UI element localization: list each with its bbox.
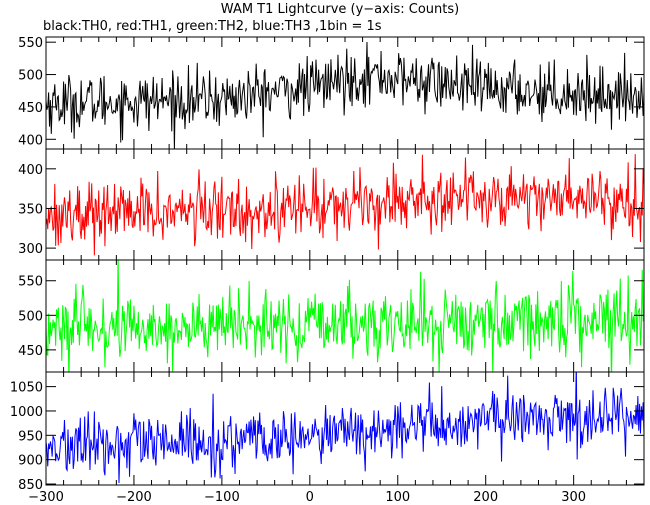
x-tick-label: −200 [116,490,152,505]
series-line [46,361,644,483]
y-tick-label: 400 [18,163,43,178]
x-tick-label: −100 [204,490,240,505]
y-tick-label: 350 [18,202,43,217]
x-tick-label: 300 [561,490,586,505]
chart-subtitle: black:TH0, red:TH1, green:TH2, blue:TH3 … [43,19,382,34]
x-tick-label: 100 [385,490,410,505]
series-line [46,154,644,255]
y-tick-label: 500 [18,309,43,324]
y-tick-label: 450 [18,101,43,116]
panel-0: 400 450 500 550 [18,36,644,150]
y-tick-label: 300 [18,242,43,257]
panel-2: 450 500 550 [18,251,644,385]
series-line [46,42,644,150]
y-tick-label: 400 [18,133,43,148]
y-tick-label: 450 [18,344,43,359]
y-tick-label: 1000 [10,405,43,420]
x-tick-label: 0 [306,490,314,505]
chart-title: WAM T1 Lightcurve (y−axis: Counts) [221,2,459,17]
y-tick-label: 500 [18,69,43,84]
y-tick-label: 1050 [10,381,43,396]
y-tick-label: 950 [18,429,43,444]
x-tick-label: −300 [28,490,64,505]
panels: 4004505005503003504004505005508509009501… [10,36,644,505]
series-line [46,251,644,385]
y-tick-label: 550 [18,275,43,290]
panel-1: 300 350 400 [18,149,644,260]
x-tick-label: 200 [473,490,498,505]
y-tick-label: 550 [18,36,43,51]
y-tick-label: 900 [18,454,43,469]
